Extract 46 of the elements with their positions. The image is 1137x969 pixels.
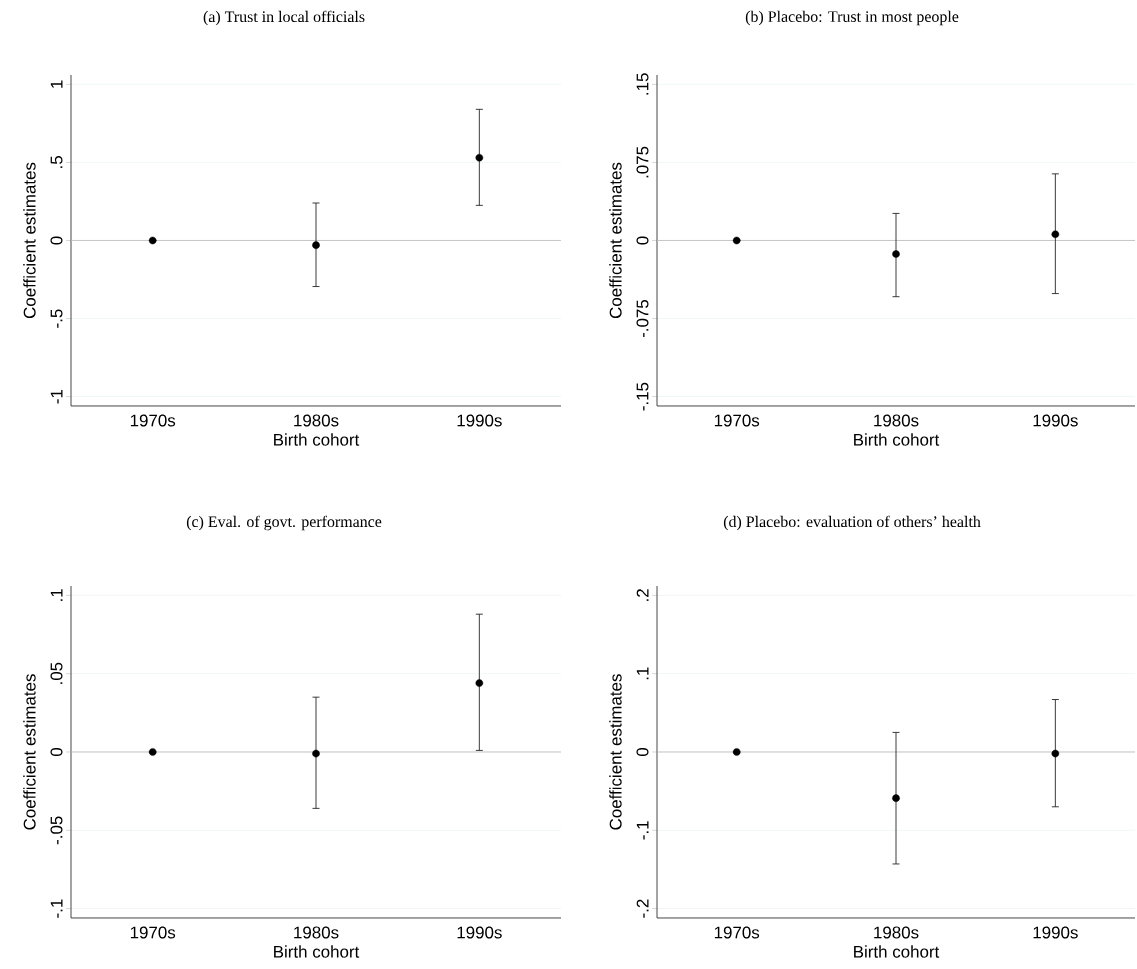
chart-title: (a) Trust in local officials: [203, 10, 365, 26]
x-tick-label: 1980s: [874, 414, 919, 427]
y-tick-label: -.2: [636, 899, 649, 918]
x-tick-label: 1990s: [457, 414, 502, 427]
y-tick-label: -.15: [636, 382, 649, 411]
y-axis-title: Coefficient estimates: [609, 674, 622, 830]
y-tick-label: 1: [50, 80, 63, 88]
x-tick-label: 1970s: [714, 414, 760, 427]
y-tick-label: .5: [50, 156, 63, 168]
x-tick-label: 1970s: [714, 926, 760, 939]
chart-title: (c) Eval. of govt. performance: [186, 515, 382, 531]
chart-title: (b) Placebo: Trust in most people: [745, 10, 959, 26]
chart-title: (d) Placebo: evaluation of others’ health: [723, 515, 981, 531]
x-axis-title: Birth cohort: [854, 945, 940, 958]
y-tick-label: .1: [636, 667, 649, 680]
y-tick-label: -.05: [50, 816, 63, 845]
y-tick-label: -1: [50, 389, 63, 404]
y-tick-label: -.075: [636, 299, 649, 338]
y-tick-label: .05: [50, 662, 63, 684]
x-tick-label: 1970s: [130, 414, 176, 427]
y-tick-label: -.1: [50, 899, 63, 918]
x-tick-label: 1990s: [1033, 926, 1078, 939]
y-tick-label: -.1: [636, 821, 649, 840]
x-tick-label: 1990s: [1033, 414, 1078, 427]
y-tick-label: 0: [636, 747, 649, 757]
x-axis-title: Birth cohort: [274, 945, 360, 958]
y-tick-label: 0: [50, 236, 63, 245]
y-axis-title: Coefficient estimates: [23, 162, 36, 319]
y-tick-label: .2: [636, 589, 649, 601]
y-tick-label: 0: [636, 236, 649, 245]
x-tick-label: 1970s: [130, 926, 176, 939]
y-tick-label: .075: [636, 146, 649, 178]
point: [148, 236, 157, 245]
x-axis-title: Birth cohort: [854, 433, 940, 446]
x-tick-label: 1980s: [294, 414, 339, 427]
y-tick-label: -.5: [50, 309, 63, 328]
x-tick-label: 1980s: [294, 926, 339, 939]
y-tick-label: .1: [50, 589, 63, 601]
x-tick-label: 1990s: [457, 926, 502, 939]
y-axis-title: Coefficient estimates: [609, 162, 622, 319]
y-axis-title: Coefficient estimates: [23, 674, 36, 830]
y-tick-label: 0: [50, 747, 63, 757]
x-tick-label: 1980s: [874, 926, 919, 939]
x-axis-title: Birth cohort: [274, 433, 360, 446]
y-tick-label: .15: [636, 73, 649, 95]
point: [732, 236, 741, 245]
